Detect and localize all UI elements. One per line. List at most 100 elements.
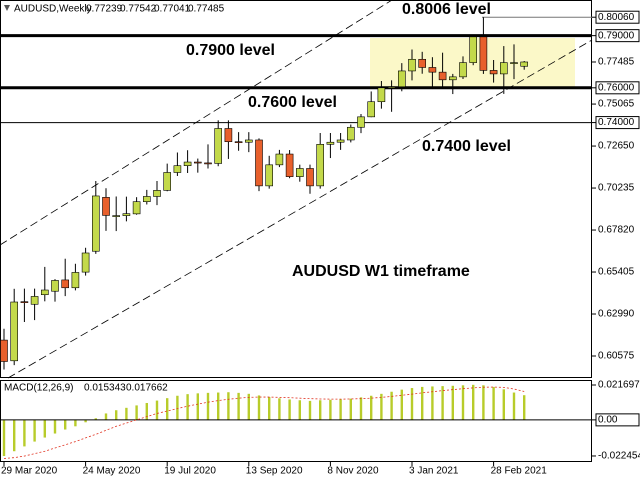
- y-tick-box: [595, 29, 640, 43]
- candle-body: [61, 279, 70, 289]
- macd-bar: [206, 392, 210, 420]
- x-tick-label: 8 Nov 2020: [327, 466, 379, 477]
- macd-bar: [23, 419, 26, 447]
- macd-bar: [247, 393, 250, 420]
- candle-body: [132, 201, 141, 215]
- macd-bar: [84, 419, 87, 423]
- candle-body: [408, 58, 416, 72]
- macd-bar: [451, 385, 454, 420]
- candle-body: [255, 139, 263, 187]
- y-tick-label: 0.62990: [598, 309, 635, 320]
- annotation: 0.7900 level: [186, 42, 275, 59]
- levels: [0, 16, 592, 124]
- macd-bar: [461, 385, 465, 420]
- macd-bar: [502, 389, 505, 420]
- macd-bar: [268, 397, 271, 420]
- candle-body: [214, 128, 222, 164]
- header-low: 0.77041: [154, 4, 191, 15]
- candle-body: [234, 141, 243, 144]
- candle-body: [112, 215, 120, 217]
- macd-title: MACD(12,26,9): [4, 383, 73, 394]
- macd-bar: [217, 392, 220, 420]
- macd-bar: [13, 419, 16, 452]
- candle-body: [459, 62, 467, 78]
- candle-body: [122, 213, 131, 216]
- macd-bar: [196, 393, 199, 420]
- candle-body: [163, 172, 171, 191]
- candle-body: [367, 101, 376, 118]
- macd-bar: [472, 384, 475, 420]
- candle-body: [479, 36, 488, 71]
- candle-body: [153, 190, 161, 197]
- macd-bar: [125, 407, 128, 420]
- macd-bar: [441, 386, 444, 420]
- candle-body: [40, 289, 49, 296]
- macd-bar: [115, 410, 118, 420]
- macd-bar: [349, 398, 352, 420]
- header-bg: [1, 1, 231, 17]
- signal-line: [3, 386, 525, 459]
- macd-bar: [33, 419, 36, 442]
- macd-bar: [431, 386, 434, 420]
- y-tick-label: -0.022454: [598, 451, 640, 462]
- y-tick-box: [595, 413, 640, 427]
- macd-bar: [308, 400, 312, 420]
- candle-body: [428, 67, 437, 73]
- x-tick-label: 3 Jan 2021: [409, 466, 459, 477]
- macd-bar: [359, 397, 363, 420]
- x-tick-label: 19 Jul 2020: [164, 466, 216, 477]
- y-tick-label: 0.75065: [598, 99, 635, 110]
- header-open: 0.77239: [86, 4, 123, 15]
- candle-body: [20, 301, 29, 303]
- annotation: 0.8006 level: [402, 1, 491, 18]
- y-tick-label: 0.76000: [598, 82, 635, 93]
- candle-body: [265, 164, 274, 187]
- macd-bar: [390, 391, 393, 420]
- header-icon: [4, 5, 10, 11]
- candle-body: [92, 195, 100, 252]
- y-tick-label: 0.65405: [598, 267, 635, 278]
- candle-body: [418, 58, 427, 68]
- candle-body: [102, 197, 110, 216]
- macd-bar: [2, 419, 6, 457]
- candle-body: [143, 196, 151, 202]
- candle-body: [30, 296, 39, 305]
- macd-bar: [94, 418, 97, 420]
- plot: [0, 17, 529, 370]
- macd-bar: [227, 392, 230, 420]
- candle-body: [183, 161, 192, 167]
- macd-bar: [186, 394, 189, 420]
- macd-value: 0.015343: [84, 383, 126, 394]
- candle-body: [51, 280, 59, 292]
- x-tick-label: 28 Feb 2021: [491, 466, 548, 477]
- macd-bar: [74, 419, 77, 427]
- macd-bar: [155, 400, 159, 420]
- candle-body: [10, 301, 18, 362]
- header-close: 0.77485: [188, 4, 225, 15]
- macd-bar: [329, 399, 332, 420]
- candle-body: [275, 153, 284, 166]
- macd-bar: [523, 395, 526, 420]
- macd-bar: [421, 386, 424, 420]
- symbol-title: AUDUSD,Weekly: [14, 4, 92, 15]
- x-tick-label: 24 May 2020: [83, 466, 141, 477]
- macd-bar: [135, 405, 138, 420]
- macd-bar: [176, 395, 179, 420]
- candle-body: [377, 87, 386, 103]
- macd-bar: [257, 395, 261, 420]
- candle-body: [510, 62, 518, 64]
- candle-body: [204, 162, 212, 165]
- macd-bar: [64, 419, 67, 430]
- y-tick-box: [595, 116, 640, 130]
- y-tick-label: 0.00: [598, 415, 618, 426]
- macd-frame: [0, 380, 592, 462]
- candle-body: [173, 165, 182, 173]
- x-tick-label: 29 Mar 2020: [1, 466, 58, 477]
- macd-bar: [43, 419, 46, 438]
- candle-body: [489, 70, 498, 75]
- macd-bar: [482, 385, 485, 420]
- candle-body: [316, 144, 325, 187]
- candle-body: [520, 61, 529, 67]
